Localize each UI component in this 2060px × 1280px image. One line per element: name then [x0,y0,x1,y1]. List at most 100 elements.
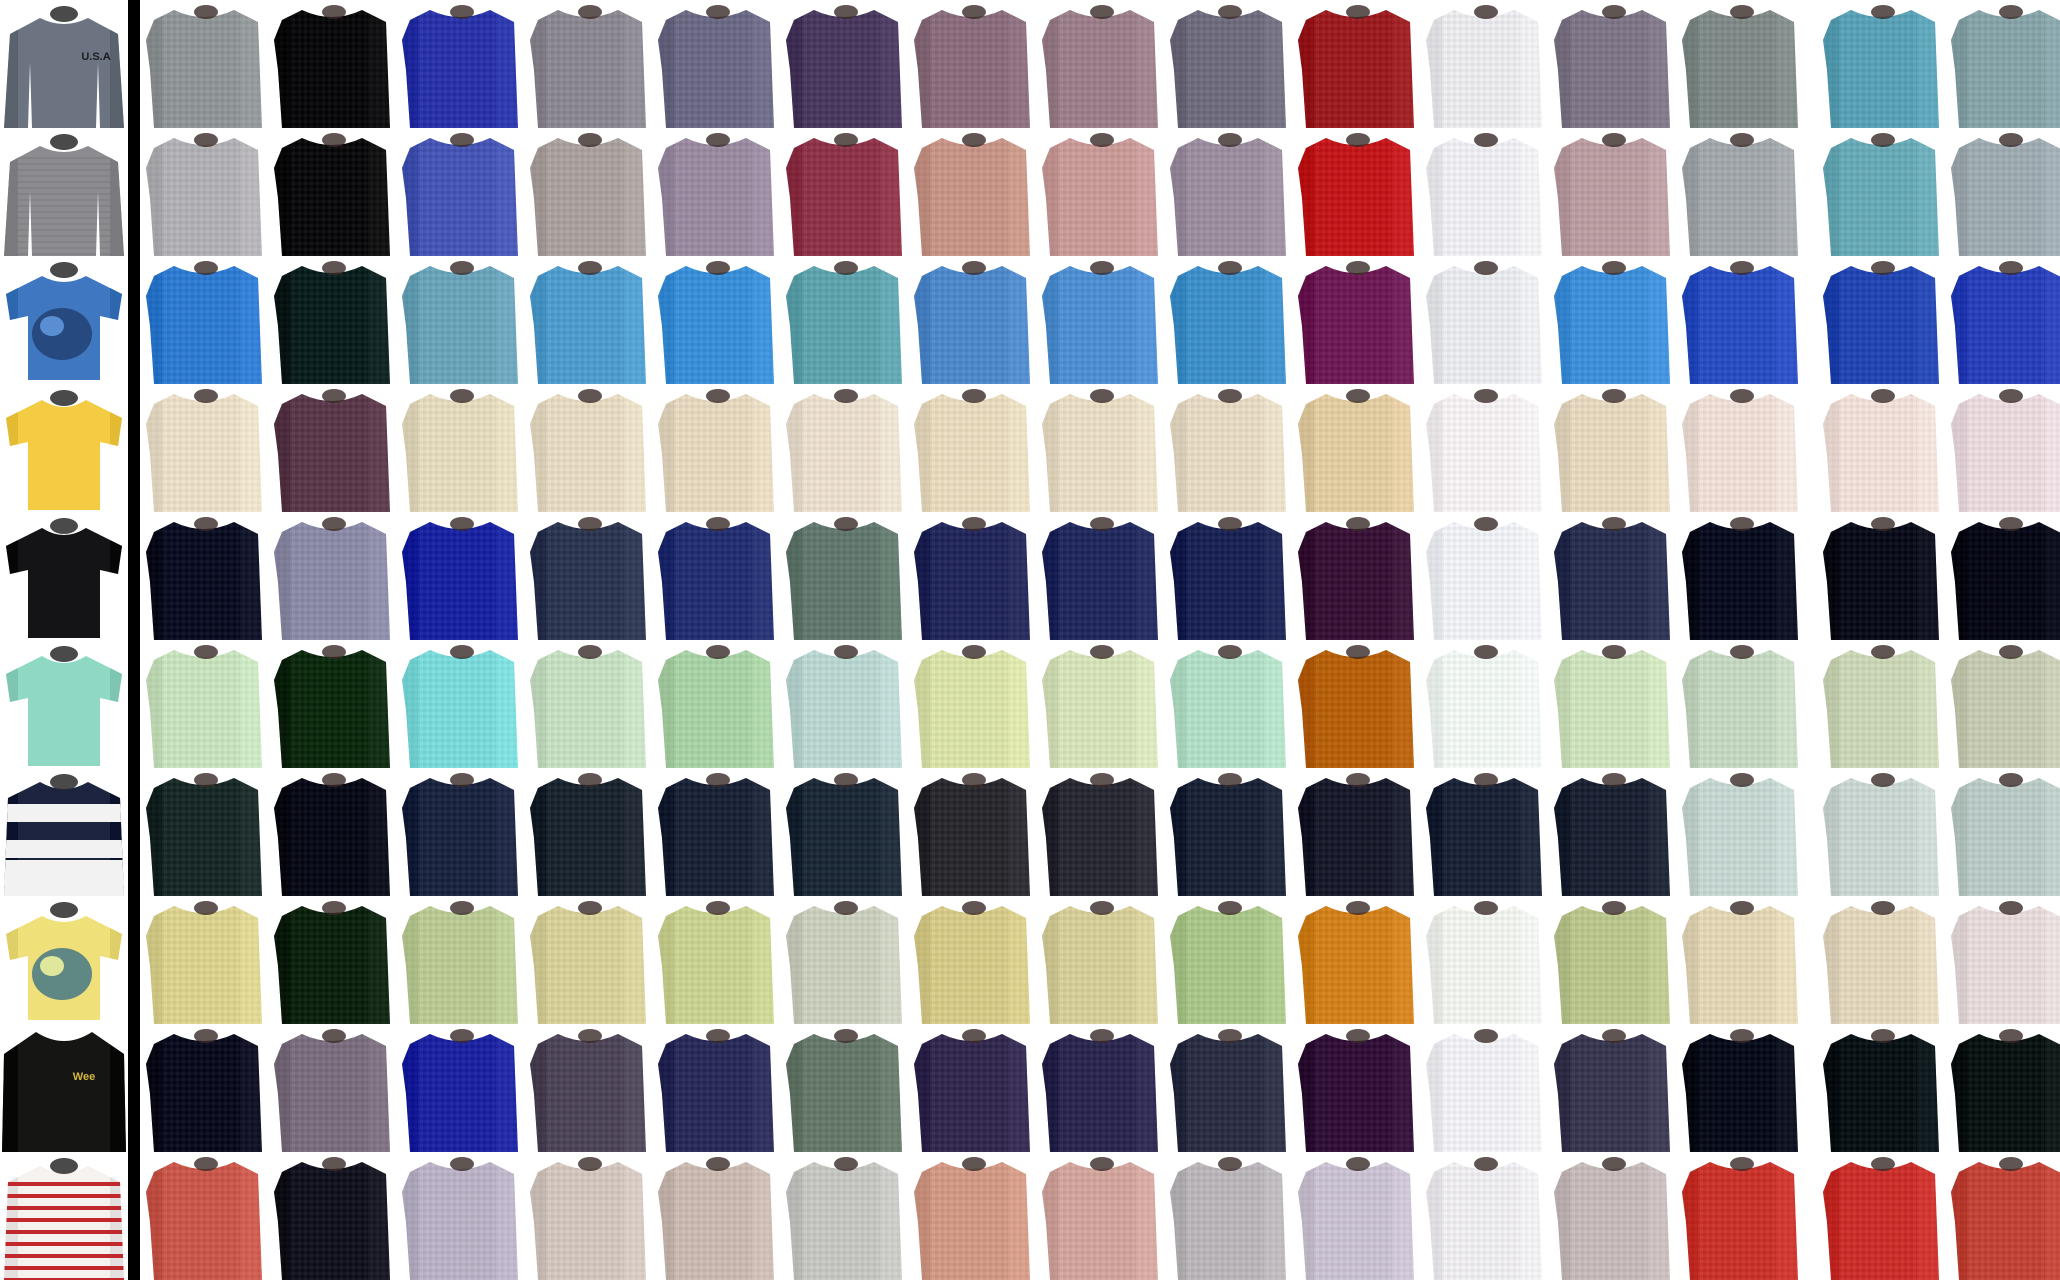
grid-row: U.S.A [0,0,2060,128]
generated-garment-image [268,640,396,768]
input-garment-image [0,128,128,256]
generated-garment-image [140,384,268,512]
generated-garment-image [1548,384,1676,512]
generated-garment-image [1292,128,1420,256]
generated-garment-image [396,384,524,512]
generated-garment-image [652,128,780,256]
generated-garment-image [1817,640,1945,768]
generated-garment-image [652,896,780,1024]
generated-garment-image [1420,512,1548,640]
generated-garment-image [140,768,268,896]
generated-garment-image [1945,256,2060,384]
generated-garment-image [1420,640,1548,768]
generated-garment-image [1676,768,1804,896]
grid-row [0,640,2060,768]
generated-garment-image [140,512,268,640]
garment-print-text: Wee [73,1071,95,1083]
input-garment-image [0,512,128,640]
generated-garment-image [1548,1024,1676,1152]
generated-garment-image [908,1152,1036,1280]
generated-garment-image [1036,768,1164,896]
generated-garment-image [396,512,524,640]
generated-garment-image [780,896,908,1024]
generated-garment-image [140,0,268,128]
generated-garment-image [780,1152,908,1280]
generated-garment-image [524,0,652,128]
generated-garment-image [1420,0,1548,128]
generated-garment-image [1036,128,1164,256]
generated-garment-image [1036,1152,1164,1280]
generated-garment-image [1036,256,1164,384]
generated-garment-image [396,1152,524,1280]
generated-garment-image [1548,768,1676,896]
generated-garment-image [780,256,908,384]
generated-garment-image [1817,256,1945,384]
generated-garment-image [908,768,1036,896]
generated-garment-image [140,256,268,384]
generated-garment-image [1420,896,1548,1024]
generated-garment-image [396,128,524,256]
generated-garment-image [1164,1024,1292,1152]
generated-garment-image [652,1152,780,1280]
generated-garment-image [396,768,524,896]
generated-garment-image [652,1024,780,1152]
generated-garment-image [1945,128,2060,256]
generated-garment-image [524,256,652,384]
generated-garment-image [396,896,524,1024]
generated-garment-image [1945,384,2060,512]
generated-garment-image [524,640,652,768]
generated-garment-image [1548,256,1676,384]
generated-garment-image [1817,512,1945,640]
grid-row [0,256,2060,384]
generated-garment-image [1292,384,1420,512]
generated-garment-image [780,512,908,640]
generated-garment-image [268,1024,396,1152]
generated-garment-image [396,1024,524,1152]
generated-garment-image [1817,384,1945,512]
generated-garment-image [1817,896,1945,1024]
generated-garment-image [1164,256,1292,384]
generated-garment-image [268,256,396,384]
generated-garment-image [1164,0,1292,128]
generated-garment-image [1420,1024,1548,1152]
generated-garment-image [1817,128,1945,256]
generated-garment-image [1036,640,1164,768]
generated-garment-image [652,0,780,128]
generated-garment-image [1676,1152,1804,1280]
generated-garment-image [140,896,268,1024]
generated-garment-image [268,0,396,128]
generated-garment-image [908,640,1036,768]
generated-garment-image [140,1024,268,1152]
generated-garment-image [1945,1152,2060,1280]
generated-garment-image [1945,768,2060,896]
generated-garment-image [268,768,396,896]
generated-garment-image [1945,0,2060,128]
input-garment-image: Wee [0,1024,128,1152]
generated-garment-image [1164,384,1292,512]
generated-garment-image [652,384,780,512]
generated-garment-image [1036,512,1164,640]
generated-garment-image [1164,640,1292,768]
generated-garment-image [524,768,652,896]
generated-garment-image [268,128,396,256]
generated-garment-image [524,1024,652,1152]
generated-garment-image [1036,1024,1164,1152]
generated-garment-image [1420,384,1548,512]
input-garment-image [0,1152,128,1280]
generated-garment-image [396,0,524,128]
generated-garment-image [524,128,652,256]
generated-garment-image [1292,0,1420,128]
generated-garment-image [1164,1152,1292,1280]
generated-garment-image [268,384,396,512]
generated-garment-image [1292,640,1420,768]
generated-garment-image [652,256,780,384]
generated-garment-image [1676,128,1804,256]
input-garment-image [0,640,128,768]
generated-garment-image [140,128,268,256]
generated-garment-image [1676,0,1804,128]
generated-garment-image [1420,256,1548,384]
generated-garment-image [524,1152,652,1280]
generated-garment-image [1945,896,2060,1024]
grid-row [0,768,2060,896]
